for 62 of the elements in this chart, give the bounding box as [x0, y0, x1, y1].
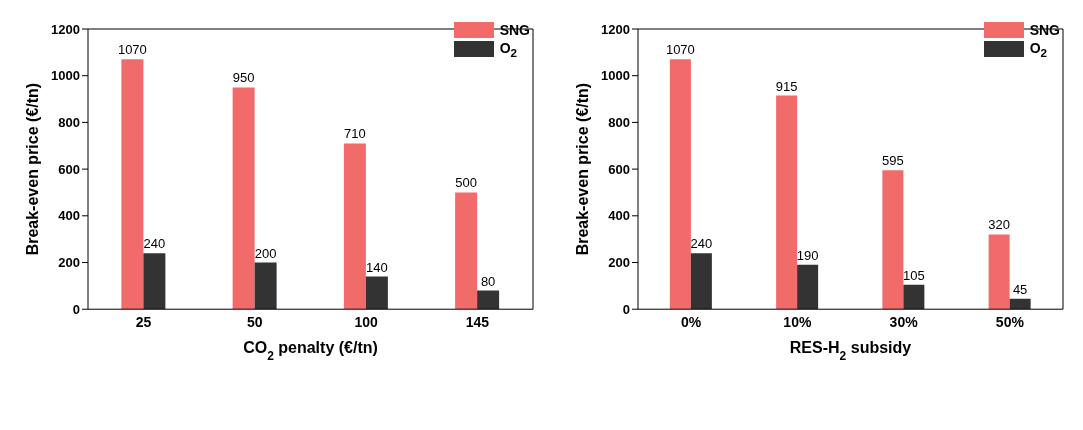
y-tick-label: 0	[72, 301, 80, 317]
data-label: 1070	[117, 42, 147, 58]
y-tick-label: 400	[608, 208, 630, 224]
legend-label: O$_{2}$	[499, 40, 518, 59]
data-label: 200	[254, 245, 277, 261]
y-tick-label: 800	[608, 115, 630, 131]
bar	[232, 87, 255, 310]
bar	[343, 143, 366, 310]
data-label: 45	[1012, 281, 1028, 297]
data-label: 80	[480, 273, 496, 289]
data-label: 710	[344, 126, 366, 142]
x-tick-label: 50	[247, 314, 263, 331]
x-axis-title: RES-H$_{2}$ subsidy	[789, 339, 912, 364]
y-tick-label: 1200	[51, 21, 80, 37]
data-label: 240	[690, 236, 713, 252]
y-tick-label: 400	[58, 208, 80, 224]
bar	[690, 253, 712, 310]
data-label: 500	[455, 175, 477, 191]
x-tick-label: 10%	[783, 314, 812, 331]
y-axis-title: Break-even price (€/tn)	[574, 82, 591, 256]
data-label: 320	[988, 217, 1010, 233]
data-label: 595	[882, 153, 904, 169]
bar	[669, 59, 691, 310]
bar	[882, 170, 904, 310]
x-tick-label: 30%	[889, 314, 919, 331]
bar	[988, 234, 1010, 310]
bar	[477, 290, 500, 310]
data-label: 190	[796, 247, 819, 263]
data-label: 105	[903, 267, 925, 283]
x-tick-label: 145	[465, 314, 490, 331]
bar	[455, 192, 478, 310]
legend-label: O$_{2}$	[1029, 40, 1048, 59]
bar	[797, 264, 819, 310]
y-tick-label: 0	[622, 301, 630, 317]
x-tick-label: 0%	[681, 314, 702, 331]
y-tick-label: 1000	[51, 68, 80, 84]
x-tick-label: 100	[354, 314, 379, 331]
y-tick-label: 600	[58, 161, 80, 177]
bar	[365, 276, 388, 310]
y-tick-label: 200	[58, 255, 80, 271]
y-axis-title: Break-even price (€/tn)	[24, 82, 41, 256]
y-tick-label: 800	[58, 115, 80, 131]
y-tick-label: 1000	[601, 68, 630, 84]
data-label: 1070	[665, 42, 695, 58]
y-tick-label: 200	[608, 255, 630, 271]
legend-label: SNG	[499, 22, 530, 38]
y-tick-label: 1200	[601, 21, 630, 37]
data-label: 915	[775, 78, 798, 94]
x-tick-label: 50%	[995, 314, 1025, 331]
data-label: 240	[143, 236, 166, 252]
data-label: 950	[232, 70, 255, 86]
bar	[254, 262, 277, 310]
data-label: 140	[366, 259, 388, 275]
y-tick-label: 600	[608, 161, 630, 177]
bar	[903, 284, 925, 310]
x-axis-title: CO$_{2}$ penalty (€/tn)	[243, 339, 378, 364]
legend-label: SNG	[1029, 22, 1060, 38]
bar	[143, 253, 166, 310]
bar	[776, 95, 798, 310]
bar	[121, 59, 144, 310]
bar	[1009, 298, 1031, 310]
x-tick-label: 25	[135, 314, 152, 331]
